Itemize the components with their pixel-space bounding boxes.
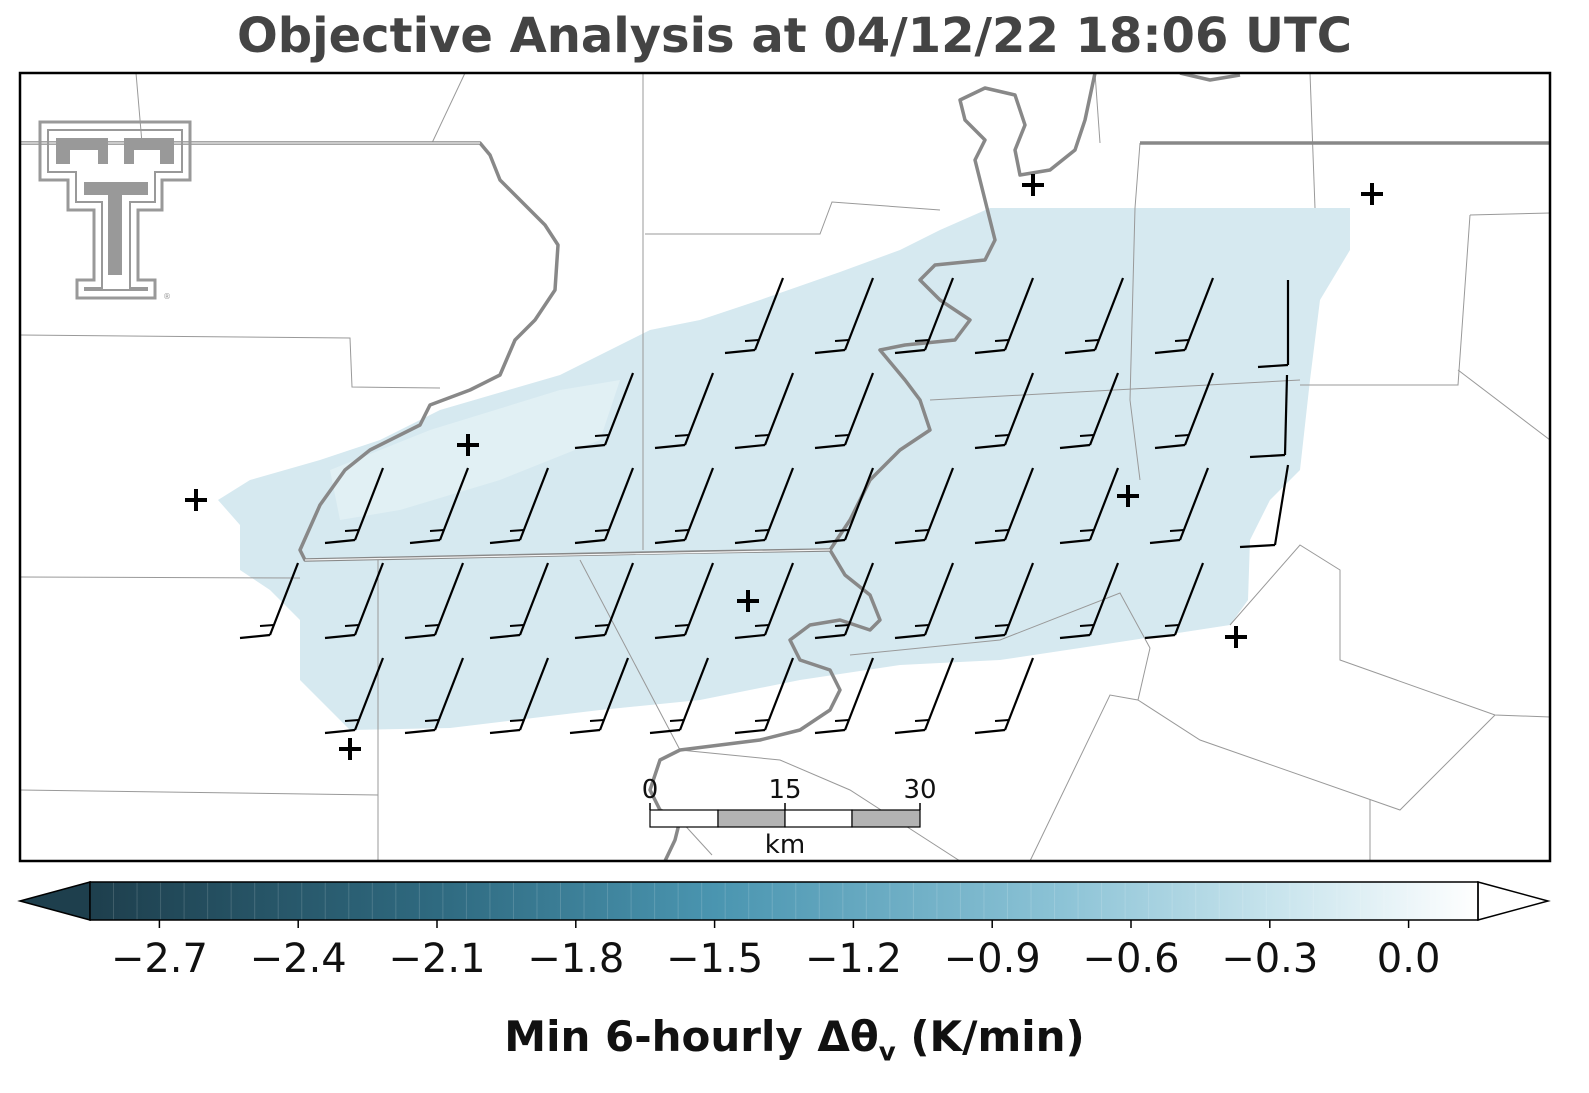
wind-barb-icon [489, 562, 550, 640]
wind-barb-icon [974, 467, 1035, 545]
wind-barb-icon [649, 657, 710, 735]
colorbar-tick-label: −0.3 [1221, 936, 1318, 982]
scale-label-0: 0 [642, 775, 659, 805]
wind-barb-icon [894, 657, 955, 735]
colorbar-tick-label: −2.7 [111, 936, 208, 982]
wind-barbs [239, 277, 1290, 735]
wind-barb-icon [1059, 372, 1120, 450]
wind-barb-icon [239, 562, 300, 640]
wind-barb-icon [409, 467, 470, 545]
wind-barb-icon [894, 467, 955, 545]
wind-barb-icon [974, 372, 1035, 450]
wind-barb-icon [1059, 467, 1120, 545]
colorbar-label: Min 6-hourly Δθv (K/min) [504, 1012, 1085, 1068]
wind-barb-icon [734, 657, 795, 735]
colorbar-tick-label: −1.5 [666, 936, 763, 982]
wind-barb-icon [569, 657, 630, 735]
plus-marker [1022, 174, 1044, 196]
wind-barb-icon [814, 562, 875, 640]
wind-barb-icon [324, 562, 385, 640]
colorbar-tick-label: −2.4 [250, 936, 347, 982]
county-boundaries [20, 73, 1550, 861]
plus-marker [339, 738, 361, 760]
wind-barb-icon [1257, 280, 1290, 369]
colorbar-tick-label: −0.9 [944, 936, 1041, 982]
map-title: Objective Analysis at 04/12/22 18:06 UTC [237, 8, 1352, 64]
wind-barb-icon [324, 657, 385, 735]
colorbar-tick-label: −2.1 [388, 936, 485, 982]
wind-barb-icon [734, 467, 795, 545]
plus-marker [185, 489, 207, 511]
wind-barb-icon [1154, 277, 1215, 355]
wind-barb-icon [574, 562, 635, 640]
plus-marker [737, 590, 759, 612]
plus-marker [457, 434, 479, 456]
wind-barb-icon [404, 657, 465, 735]
analysis-field [218, 208, 1350, 730]
wind-barb-icon [1149, 467, 1210, 545]
wind-barb-icon [974, 657, 1035, 735]
colorbar-tick-label: −0.6 [1082, 936, 1179, 982]
wind-barb-icon [1144, 562, 1205, 640]
wind-barb-icon [1154, 372, 1215, 450]
wind-barb-icon [489, 467, 550, 545]
colorbar-tick-label: 0.0 [1377, 936, 1441, 982]
colorbar-ticks: −2.7 −2.4 −2.1 −1.8 −1.5 −1.2 −0.9 −0.6 −0.3 0.0 [111, 920, 1441, 982]
wind-barb-icon [814, 467, 875, 545]
svg-text:®: ® [163, 292, 171, 301]
state-boundaries [20, 73, 1550, 861]
wind-barb-icon [1059, 562, 1120, 640]
colorbar-tick-label: −1.8 [527, 936, 624, 982]
wind-barb-icon [974, 277, 1035, 355]
plus-marker [1225, 626, 1247, 648]
wind-barb-icon [894, 562, 955, 640]
wind-barb-icon [654, 467, 715, 545]
map-panel: 0 15 30 km ® [18, 71, 1552, 863]
plus-marker [1361, 183, 1383, 205]
scale-label-15: 15 [768, 775, 801, 805]
wind-barb-icon [814, 372, 875, 450]
colorbar: −2.7 −2.4 −2.1 −1.8 −1.5 −1.2 −0.9 −0.6 −0.3 0.0 [17, 881, 1551, 982]
analysis-field-light [330, 380, 620, 520]
wind-barb-icon [814, 277, 875, 355]
wind-barb-icon [574, 467, 635, 545]
wind-barb-icon [814, 657, 875, 735]
wind-barb-icon [489, 657, 550, 735]
wind-barb-icon [654, 372, 715, 450]
wind-barb-icon [1239, 464, 1290, 549]
wind-barb-icon [734, 372, 795, 450]
wind-barb-icon [324, 467, 385, 545]
colorbar-tick-label: −1.2 [805, 936, 902, 982]
scale-bar: 0 15 30 km [642, 775, 937, 860]
wind-barb-icon [724, 277, 785, 355]
wind-barb-icon [574, 372, 635, 450]
wind-barb-icon [734, 562, 795, 640]
plus-marker [1117, 485, 1139, 507]
station-markers [185, 174, 1383, 760]
wind-barb-icon [974, 562, 1035, 640]
wind-barb-icon [654, 562, 715, 640]
scale-unit: km [765, 830, 805, 860]
texas-tech-double-t-logo: ® [38, 120, 192, 301]
wind-barb-icon [894, 277, 955, 355]
wind-barb-icon [1249, 374, 1289, 459]
wind-barb-icon [1064, 277, 1125, 355]
scale-label-30: 30 [903, 775, 936, 805]
wind-barb-icon [404, 562, 465, 640]
